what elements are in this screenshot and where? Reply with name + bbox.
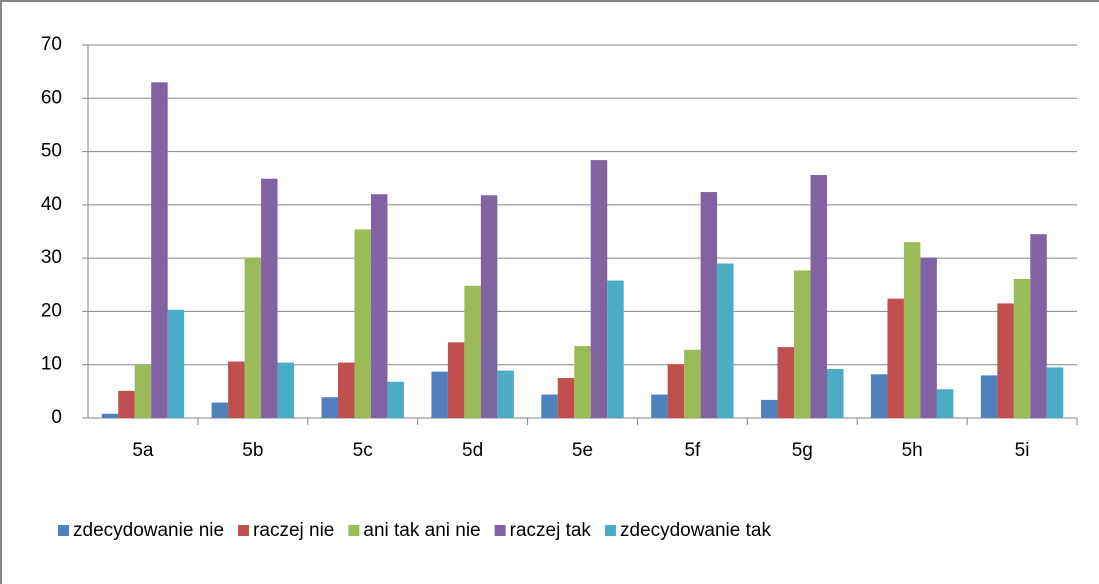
bar	[480, 195, 498, 418]
bar	[431, 371, 448, 418]
bar	[151, 82, 168, 419]
bar	[118, 390, 135, 418]
y-tick-label: 50	[41, 141, 62, 162]
bar	[761, 399, 778, 418]
x-tick-label: 5h	[902, 440, 923, 461]
legend-label: raczej nie	[253, 520, 334, 541]
bar	[464, 285, 481, 418]
bar	[211, 402, 229, 418]
bar	[101, 413, 119, 418]
y-tick-label: 40	[41, 194, 62, 215]
y-tick-label: 20	[41, 300, 62, 321]
bar	[651, 394, 668, 418]
bar	[980, 375, 998, 418]
bar	[887, 298, 904, 418]
legend-swatch	[494, 525, 506, 536]
x-tick-label: 5b	[242, 440, 263, 461]
bar	[244, 257, 262, 418]
bar	[870, 374, 888, 418]
y-tick-label: 10	[41, 354, 62, 375]
y-tick-label: 60	[41, 87, 62, 108]
bar	[777, 347, 795, 418]
legend-swatch	[348, 525, 360, 536]
bar	[574, 346, 591, 418]
bar	[541, 394, 558, 418]
bar	[700, 192, 718, 418]
bar	[134, 364, 152, 418]
bar	[810, 175, 828, 418]
bar	[387, 381, 404, 418]
bar	[903, 242, 921, 418]
bar	[1030, 234, 1047, 418]
bar	[1013, 278, 1031, 418]
x-tick-label: 5a	[132, 440, 154, 461]
y-tick-label: 30	[41, 247, 62, 268]
bar	[936, 389, 954, 418]
bar	[497, 370, 514, 418]
x-tick-label: 5g	[792, 440, 813, 461]
bar	[370, 194, 388, 418]
legend-label: ani tak ani nie	[363, 520, 480, 541]
bar	[557, 378, 575, 418]
bar	[920, 257, 937, 418]
bar	[321, 397, 338, 418]
bar	[167, 309, 185, 418]
x-tick-label: 5f	[684, 440, 701, 461]
x-tick-label: 5i	[1015, 440, 1030, 461]
bar	[261, 178, 278, 418]
bar	[354, 229, 371, 418]
bar	[667, 364, 685, 418]
x-tick-label: 5e	[572, 440, 593, 461]
x-tick-label: 5c	[353, 440, 373, 461]
legend-swatch	[604, 525, 616, 536]
y-tick-label: 70	[41, 34, 62, 55]
bar	[827, 368, 844, 418]
bar	[1046, 367, 1064, 418]
bar	[337, 362, 355, 418]
x-tick-label: 5d	[462, 440, 483, 461]
legend-label: zdecydowanie nie	[73, 520, 224, 541]
bar	[997, 303, 1014, 418]
bar	[590, 160, 608, 418]
legend-label: raczej tak	[510, 520, 592, 541]
legend-label: zdecydowanie tak	[620, 520, 772, 541]
bar	[277, 362, 295, 418]
legend-swatch	[238, 525, 250, 536]
bar	[447, 342, 465, 418]
bar	[717, 263, 734, 418]
bar	[794, 270, 811, 418]
legend-swatch	[58, 525, 69, 536]
bar	[607, 280, 624, 418]
bar	[228, 361, 245, 418]
y-tick-label: 0	[51, 407, 62, 428]
bar	[684, 349, 701, 418]
